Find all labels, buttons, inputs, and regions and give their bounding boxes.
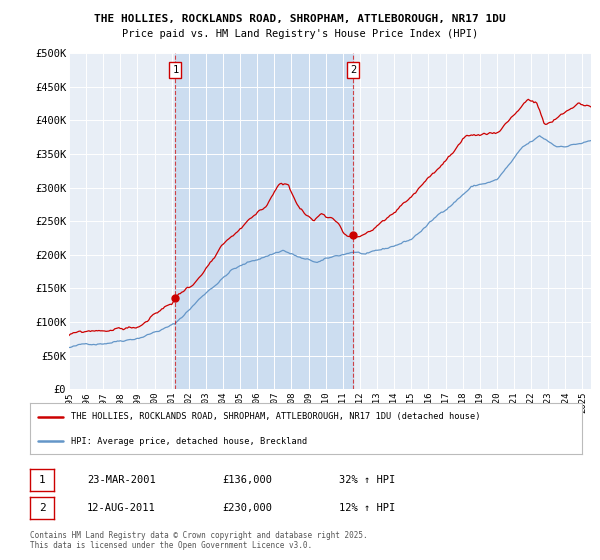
Text: Price paid vs. HM Land Registry's House Price Index (HPI): Price paid vs. HM Land Registry's House … bbox=[122, 29, 478, 39]
Text: THE HOLLIES, ROCKLANDS ROAD, SHROPHAM, ATTLEBOROUGH, NR17 1DU: THE HOLLIES, ROCKLANDS ROAD, SHROPHAM, A… bbox=[94, 14, 506, 24]
Text: £136,000: £136,000 bbox=[222, 475, 272, 485]
Bar bbox=[175, 53, 353, 389]
Text: £230,000: £230,000 bbox=[222, 503, 272, 513]
Text: 32% ↑ HPI: 32% ↑ HPI bbox=[339, 475, 395, 485]
Text: 1: 1 bbox=[172, 65, 179, 75]
Text: 12% ↑ HPI: 12% ↑ HPI bbox=[339, 503, 395, 513]
Text: 2: 2 bbox=[350, 65, 356, 75]
Text: 2: 2 bbox=[38, 503, 46, 513]
Text: Contains HM Land Registry data © Crown copyright and database right 2025.
This d: Contains HM Land Registry data © Crown c… bbox=[30, 531, 368, 550]
Text: HPI: Average price, detached house, Breckland: HPI: Average price, detached house, Brec… bbox=[71, 436, 308, 446]
Text: THE HOLLIES, ROCKLANDS ROAD, SHROPHAM, ATTLEBOROUGH, NR17 1DU (detached house): THE HOLLIES, ROCKLANDS ROAD, SHROPHAM, A… bbox=[71, 412, 481, 421]
Text: 23-MAR-2001: 23-MAR-2001 bbox=[87, 475, 156, 485]
Text: 1: 1 bbox=[38, 475, 46, 485]
Text: 12-AUG-2011: 12-AUG-2011 bbox=[87, 503, 156, 513]
